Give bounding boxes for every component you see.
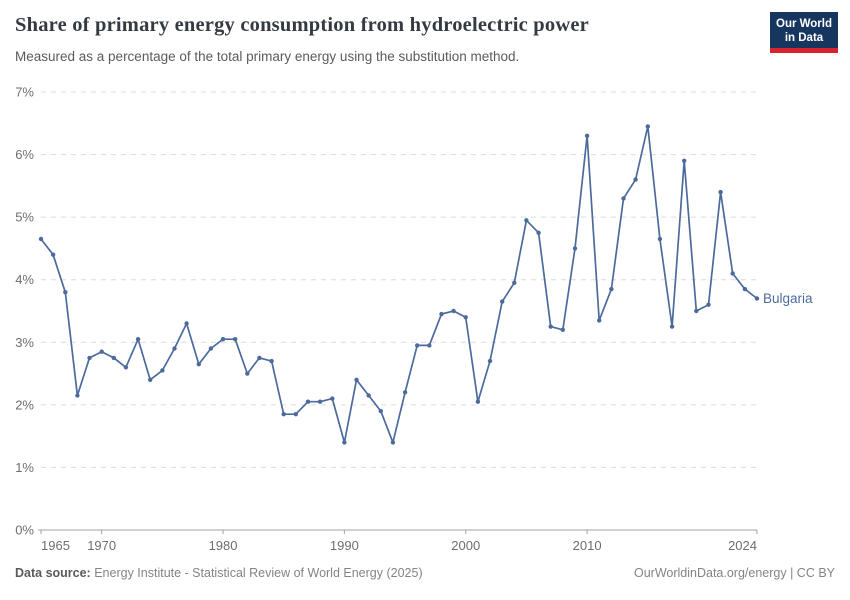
credit-line: OurWorldinData.org/energy | CC BY: [633, 566, 835, 580]
x-axis-label: 1965: [41, 538, 70, 553]
data-point[interactable]: [196, 362, 201, 367]
y-axis-label: 0%: [15, 523, 34, 538]
data-point[interactable]: [208, 346, 214, 351]
x-axis-label: 2010: [573, 538, 602, 553]
data-point[interactable]: [682, 158, 687, 163]
data-point[interactable]: [148, 377, 153, 382]
data-point[interactable]: [87, 355, 92, 361]
data-point[interactable]: [354, 377, 359, 382]
data-point[interactable]: [657, 236, 663, 242]
data-point[interactable]: [706, 302, 711, 307]
owid-logo-line1: Our World: [776, 18, 833, 30]
data-point[interactable]: [621, 196, 626, 201]
data-point[interactable]: [742, 286, 748, 292]
data-point[interactable]: [730, 271, 735, 276]
y-axis-label: 5%: [15, 210, 34, 225]
data-point[interactable]: [572, 246, 578, 251]
data-point[interactable]: [281, 412, 286, 417]
data-point[interactable]: [269, 358, 274, 364]
data-point[interactable]: [390, 440, 396, 445]
data-point[interactable]: [63, 290, 68, 295]
chart-subtitle: Measured as a percentage of the total pr…: [15, 49, 520, 64]
data-point[interactable]: [184, 321, 189, 326]
y-axis-label: 3%: [15, 335, 34, 350]
y-axis-label: 7%: [15, 85, 34, 100]
data-point[interactable]: [135, 337, 141, 342]
data-point[interactable]: [487, 358, 493, 364]
data-point[interactable]: [402, 390, 408, 395]
data-point[interactable]: [463, 315, 468, 320]
data-point[interactable]: [160, 368, 165, 373]
data-point[interactable]: [172, 346, 177, 351]
data-point[interactable]: [633, 177, 638, 182]
data-point[interactable]: [293, 412, 298, 417]
data-point[interactable]: [75, 393, 80, 398]
data-point[interactable]: [536, 230, 541, 235]
data-point[interactable]: [245, 371, 250, 376]
owid-logo-line2: in Data: [784, 32, 824, 45]
data-point[interactable]: [548, 324, 553, 329]
data-point[interactable]: [317, 399, 323, 404]
data-point[interactable]: [718, 189, 723, 195]
x-axis-label: 1990: [330, 538, 359, 553]
data-point[interactable]: [694, 308, 699, 314]
chart-footer: Data source: Energy Institute - Statisti…: [15, 566, 835, 580]
x-axis-label: 2024: [728, 538, 757, 553]
data-source-label: Data source:: [15, 566, 91, 580]
data-point[interactable]: [366, 393, 371, 398]
y-axis-label: 1%: [15, 460, 34, 475]
data-point[interactable]: [512, 280, 517, 285]
page-title: Share of primary energy consumption from…: [15, 14, 589, 36]
data-source-text: Energy Institute - Statistical Review of…: [94, 566, 423, 580]
y-axis-label: 6%: [15, 147, 34, 162]
x-axis-label: 2000: [451, 538, 480, 553]
data-point[interactable]: [645, 124, 650, 129]
series-line-bulgaria[interactable]: [40, 125, 758, 444]
data-point[interactable]: [597, 318, 602, 323]
data-point[interactable]: [451, 308, 456, 314]
data-point[interactable]: [38, 236, 44, 242]
x-axis-label: 1980: [209, 538, 238, 553]
x-axis-label: 1970: [87, 538, 116, 553]
data-point[interactable]: [220, 337, 226, 342]
data-point[interactable]: [257, 355, 262, 361]
data-point[interactable]: [609, 286, 614, 292]
y-axis-label: 4%: [15, 272, 34, 287]
data-point[interactable]: [427, 343, 432, 348]
data-point[interactable]: [99, 349, 104, 354]
data-point[interactable]: [123, 365, 129, 370]
owid-logo: Our World in Data: [770, 12, 838, 54]
data-point[interactable]: [50, 252, 56, 257]
data-point[interactable]: [439, 311, 444, 317]
data-point[interactable]: [475, 399, 481, 404]
data-point[interactable]: [233, 337, 238, 342]
data-point[interactable]: [342, 440, 347, 445]
data-point[interactable]: [415, 343, 420, 348]
data-point[interactable]: [500, 299, 505, 304]
data-point[interactable]: [330, 396, 335, 401]
data-point[interactable]: [378, 408, 383, 414]
data-point[interactable]: [524, 218, 529, 223]
series-end-label[interactable]: Bulgaria: [763, 291, 813, 306]
data-point[interactable]: [111, 355, 117, 361]
data-point[interactable]: [754, 296, 760, 301]
data-source: Data source: Energy Institute - Statisti…: [15, 566, 423, 580]
data-point[interactable]: [560, 327, 565, 332]
data-point[interactable]: [584, 133, 590, 138]
y-axis-label: 2%: [15, 397, 34, 412]
data-point[interactable]: [305, 399, 311, 404]
data-point[interactable]: [669, 324, 675, 329]
